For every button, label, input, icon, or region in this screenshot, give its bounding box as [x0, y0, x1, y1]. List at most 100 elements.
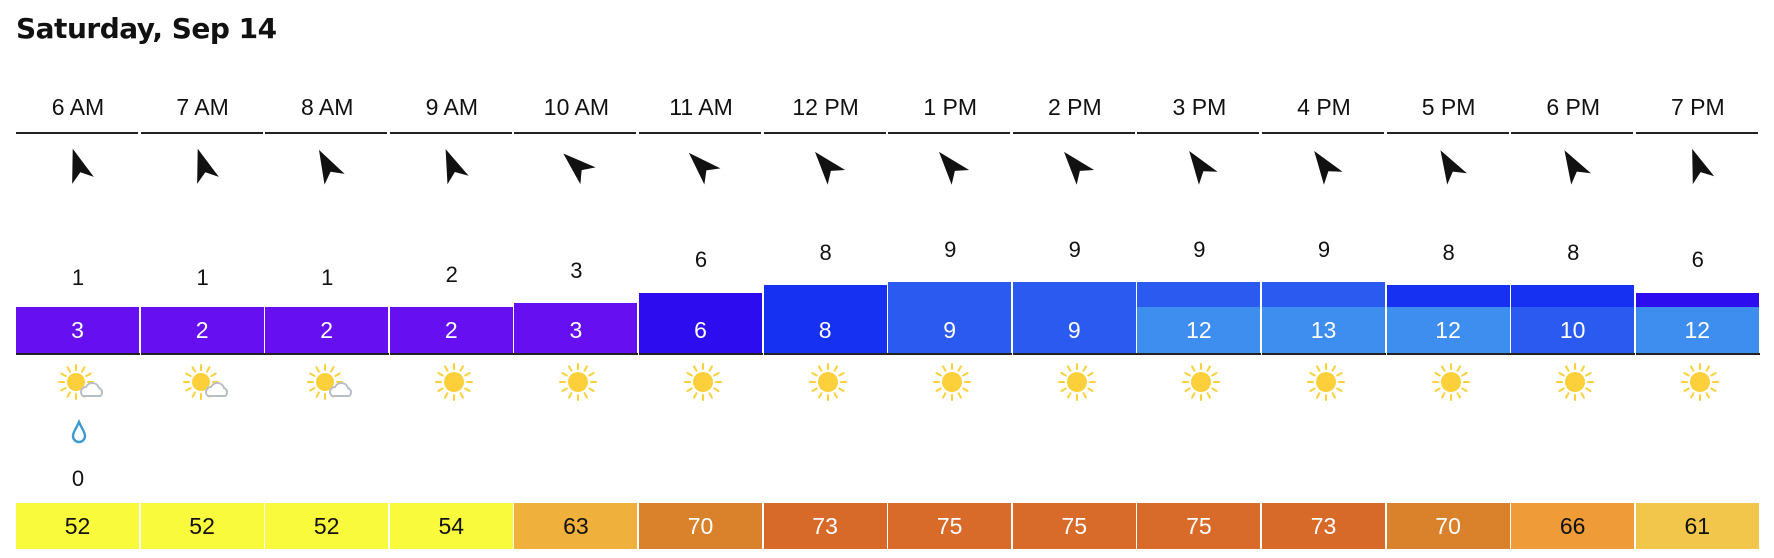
hour-label: 3 PM: [1172, 94, 1227, 120]
hour-column: 12 PM 8 8 73: [763, 0, 888, 558]
temperature-cell: 66: [1511, 503, 1635, 549]
wind-direction-arrow-icon: [1180, 146, 1218, 185]
hour-label: 5 PM: [1421, 94, 1476, 120]
wind-speed-bar: [514, 303, 638, 307]
sun-icon: [424, 362, 484, 406]
temperature-cell: 75: [1012, 503, 1136, 549]
wind-direction-arrow-icon: [184, 146, 222, 184]
raindrop-icon: [68, 418, 90, 445]
wind-gust-cell: 12: [1137, 307, 1261, 353]
hour-column: 7 PM 6 12 61: [1635, 0, 1760, 558]
temperature-cell: 54: [389, 503, 513, 549]
temperature-cell: 73: [1262, 503, 1385, 549]
wind-speed-value: 8: [1567, 240, 1580, 266]
wind-speed-value: 9: [1193, 236, 1206, 262]
wind-gust-cell: 8: [763, 307, 887, 353]
wind-direction-arrow-icon: [1679, 146, 1717, 185]
hour-label: 9 AM: [425, 94, 478, 120]
wind-direction-arrow-icon: [807, 146, 845, 185]
wind-divider: [514, 353, 639, 355]
wind-direction-arrow-icon: [1305, 146, 1343, 185]
wind-gust-cell: 12: [1386, 307, 1510, 353]
wind-gust-cell: 3: [16, 307, 139, 353]
hour-label: 10 AM: [543, 94, 609, 120]
hour-label: 7 AM: [176, 94, 229, 120]
partly-cloudy-icon: [299, 362, 359, 406]
wind-speed-value: 9: [944, 236, 957, 262]
hour-divider: [1635, 132, 1758, 134]
temperature-cell: 52: [16, 503, 139, 549]
hour-divider: [16, 132, 138, 134]
hour-divider: [514, 132, 637, 134]
wind-speed-bar: [1137, 281, 1261, 307]
hour-divider: [1012, 132, 1135, 134]
wind-direction-arrow-icon: [433, 146, 471, 185]
hour-divider: [639, 132, 761, 134]
sun-icon: [673, 362, 733, 406]
hour-label: 7 PM: [1670, 94, 1725, 120]
wind-speed-bar: [1262, 281, 1385, 307]
wind-direction-arrow-icon: [1554, 146, 1592, 185]
wind-speed-value: 8: [1442, 240, 1455, 266]
sun-icon: [1545, 362, 1605, 406]
wind-divider: [140, 353, 265, 355]
wind-gust-cell: 12: [1635, 307, 1759, 353]
hour-column: 6 AM 1 3 0 52: [16, 0, 140, 558]
temperature-cell: 70: [639, 503, 762, 549]
sun-icon: [1296, 362, 1356, 406]
temperature-cell: 52: [140, 503, 264, 549]
wind-gust-cell: 9: [1012, 307, 1136, 353]
partly-cloudy-icon: [50, 362, 110, 406]
hour-divider: [389, 132, 512, 134]
temperature-cell: 73: [763, 503, 887, 549]
hour-column: 3 PM 9 12 75: [1137, 0, 1262, 558]
precipitation-value: 0: [71, 466, 85, 491]
hour-label: 8 AM: [300, 94, 354, 120]
hour-column: 9 AM 2 2 54: [389, 0, 514, 558]
wind-gust-cell: 10: [1511, 307, 1635, 353]
temperature-cell: 61: [1635, 503, 1759, 549]
hour-label: 4 PM: [1297, 94, 1351, 120]
wind-divider: [1137, 353, 1262, 355]
hour-column: 5 PM 8 12 70: [1386, 0, 1511, 558]
wind-gust-cell: 6: [639, 307, 762, 353]
wind-divider: [265, 353, 390, 355]
wind-speed-value: 8: [819, 240, 832, 266]
hourly-forecast-grid: 6 AM 1 3 0 52 7 AM 1 2 52 8 AM 1 2 52 9 AM 2 2 54 10 AM 3 3…: [16, 0, 1760, 558]
wind-divider: [1262, 353, 1386, 355]
temperature-cell: 63: [514, 503, 638, 549]
wind-direction-arrow-icon: [1430, 146, 1468, 185]
hour-label: 6 PM: [1546, 94, 1601, 120]
hour-divider: [265, 132, 388, 134]
sun-icon: [1421, 362, 1481, 406]
wind-direction-arrow-icon: [1056, 146, 1094, 185]
wind-divider: [763, 353, 888, 355]
wind-gust-cell: 2: [265, 307, 389, 353]
sun-icon: [1047, 362, 1107, 406]
wind-speed-bar: [639, 292, 762, 307]
hour-column: 4 PM 9 13 73: [1262, 0, 1386, 558]
partly-cloudy-icon: [175, 362, 235, 406]
wind-divider: [888, 353, 1013, 355]
hour-divider: [888, 132, 1011, 134]
sun-icon: [922, 362, 982, 406]
wind-speed-value: 1: [71, 265, 85, 291]
wind-divider: [16, 353, 140, 355]
wind-direction-arrow-icon: [308, 146, 346, 185]
wind-divider: [389, 353, 514, 355]
hour-label: 11 AM: [669, 94, 733, 120]
wind-divider: [1511, 353, 1636, 355]
wind-gust-cell: 13: [1262, 307, 1385, 353]
hour-divider: [1511, 132, 1634, 134]
wind-speed-value: 3: [570, 258, 583, 284]
wind-divider: [639, 353, 763, 355]
temperature-cell: 75: [1137, 503, 1261, 549]
sun-icon: [1670, 362, 1730, 406]
wind-speed-value: 2: [445, 261, 458, 287]
wind-divider: [1635, 353, 1760, 355]
sun-icon: [548, 362, 608, 406]
hour-column: 11 AM 6 6 70: [639, 0, 763, 558]
wind-divider: [1012, 353, 1137, 355]
wind-speed-value: 1: [196, 265, 209, 291]
temperature-cell: 52: [265, 503, 389, 549]
